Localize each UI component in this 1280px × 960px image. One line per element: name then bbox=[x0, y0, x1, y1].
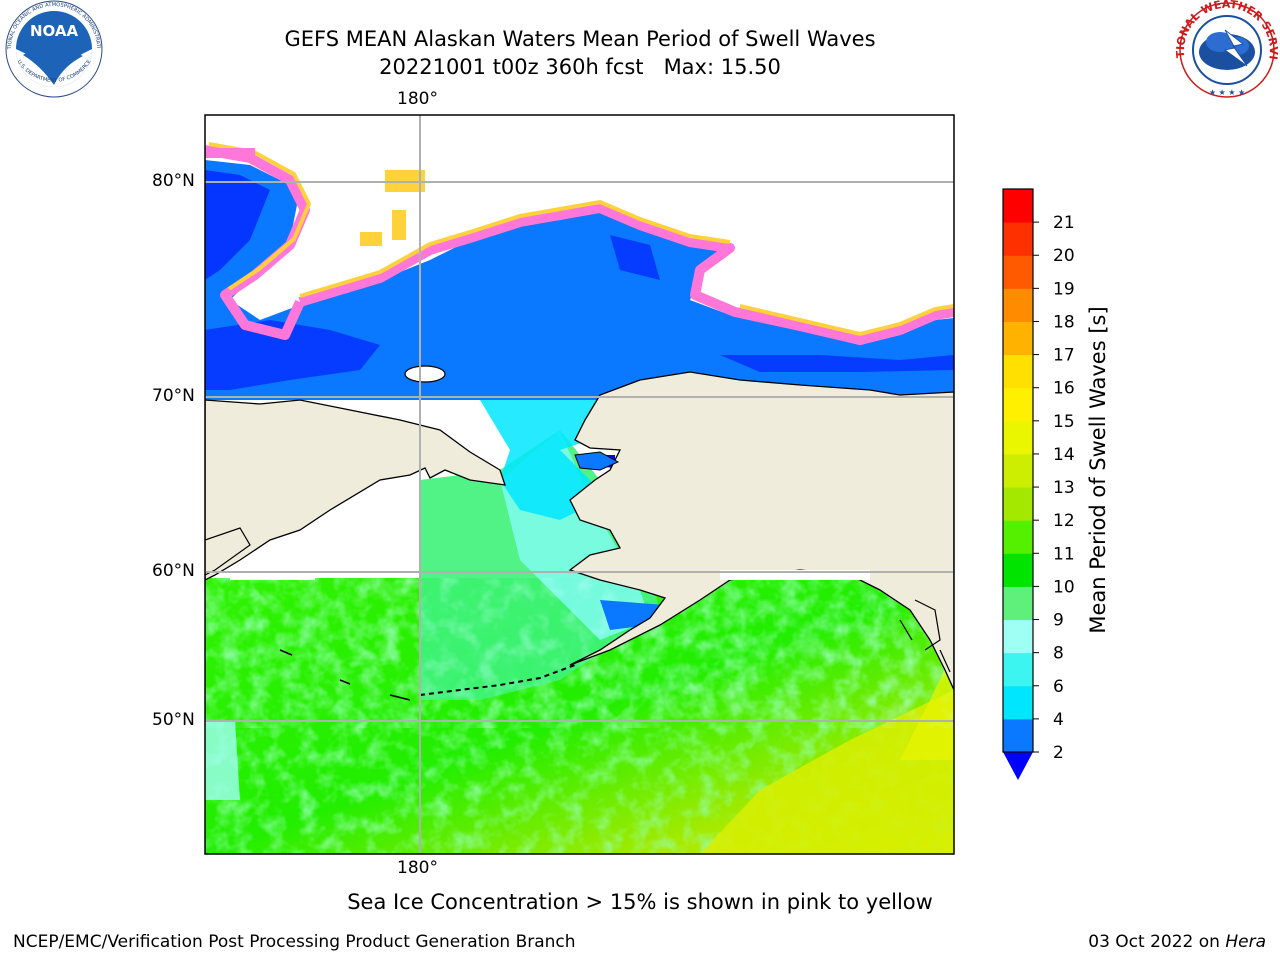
colorbar-tick-label: 20 bbox=[1053, 246, 1075, 266]
noaa-logo-text: NOAA bbox=[30, 22, 79, 40]
colorbar-tick-label: 13 bbox=[1053, 478, 1075, 498]
colorbar-segment bbox=[1003, 453, 1033, 488]
colorbar-segment bbox=[1003, 520, 1033, 554]
colorbar-segment bbox=[1003, 685, 1033, 720]
colorbar-segment bbox=[1003, 586, 1033, 621]
map-frame bbox=[204, 114, 955, 855]
colorbar-segment bbox=[1003, 288, 1033, 322]
arctic-ocean bbox=[205, 160, 954, 400]
credit-date-text: 03 Oct 2022 on bbox=[1088, 932, 1220, 952]
colorbar-tick-label: 16 bbox=[1053, 379, 1075, 399]
colorbar-tick-label: 9 bbox=[1053, 611, 1064, 631]
colorbar-tick-label: 15 bbox=[1053, 412, 1075, 432]
colorbar-segment bbox=[1003, 255, 1033, 289]
lat-label-70: 70°N bbox=[152, 386, 195, 406]
colorbar-tick-label: 14 bbox=[1053, 445, 1075, 465]
colorbar-tick-label: 17 bbox=[1053, 346, 1075, 366]
colorbar-tick-label: 21 bbox=[1053, 213, 1075, 233]
lon-label-bottom: 180° bbox=[397, 858, 438, 878]
colorbar-tick-label: 12 bbox=[1053, 511, 1075, 531]
colorbar-segment bbox=[1003, 652, 1033, 687]
credit-date: 03 Oct 2022 on Hera bbox=[1088, 932, 1266, 952]
colorbar-segment bbox=[1003, 222, 1033, 256]
noaa-logo: NOAA NATIONAL OCEANIC AND ATMOSPHERIC AD… bbox=[3, 0, 103, 98]
colorbar-tick-label: 19 bbox=[1053, 279, 1075, 299]
colorbar-tick-label: 4 bbox=[1053, 710, 1064, 730]
lon-label-top: 180° bbox=[397, 89, 438, 109]
colorbar-tick-label: 8 bbox=[1053, 644, 1064, 664]
lat-label-50: 50°N bbox=[152, 710, 195, 730]
wrangel-island bbox=[404, 365, 446, 383]
credit-branch: NCEP/EMC/Verification Post Processing Pr… bbox=[13, 932, 576, 952]
colorbar-segment bbox=[1003, 553, 1033, 587]
siberia-land bbox=[205, 399, 506, 581]
svg-text:★ ★ ★ ★: ★ ★ ★ ★ bbox=[1209, 88, 1245, 97]
colorbar-tick-label: 2 bbox=[1053, 743, 1064, 763]
graticule bbox=[205, 115, 954, 854]
colorbar-segment bbox=[1003, 189, 1033, 223]
colorbar-tick-label: 18 bbox=[1053, 312, 1075, 332]
colorbar-segment bbox=[1003, 354, 1033, 389]
lat-label-80: 80°N bbox=[152, 171, 195, 191]
sea-ice-note: Sea Ice Concentration > 15% is shown in … bbox=[347, 890, 933, 914]
colorbar-segment bbox=[1003, 387, 1033, 422]
chart-subtitle: 20221001 t00z 360h fcst Max: 15.50 bbox=[379, 55, 781, 79]
nws-logo: NATIONAL WEATHER SERVICE ★ ★ ★ ★ bbox=[1175, 0, 1279, 98]
colorbar-segment bbox=[1003, 487, 1033, 521]
chart-title: GEFS MEAN Alaskan Waters Mean Period of … bbox=[284, 27, 876, 51]
lat-label-60: 60°N bbox=[152, 561, 195, 581]
colorbar-under-arrow bbox=[1003, 752, 1033, 780]
credit-host: Hera bbox=[1225, 932, 1266, 952]
colorbar-tick-label: 6 bbox=[1053, 677, 1064, 697]
colorbar-tick-label: 10 bbox=[1053, 577, 1075, 597]
colorbar-title: Mean Period of Swell Waves [s] bbox=[1086, 306, 1110, 634]
colorbar-segment bbox=[1003, 619, 1033, 654]
warm-swell-region bbox=[700, 690, 954, 854]
colorbar-segment bbox=[1003, 420, 1033, 455]
ice-edge-north bbox=[298, 203, 954, 345]
colorbar-tick-label: 11 bbox=[1053, 544, 1075, 564]
colorbar-segment bbox=[1003, 718, 1033, 753]
colorbar-segment bbox=[1003, 321, 1033, 356]
